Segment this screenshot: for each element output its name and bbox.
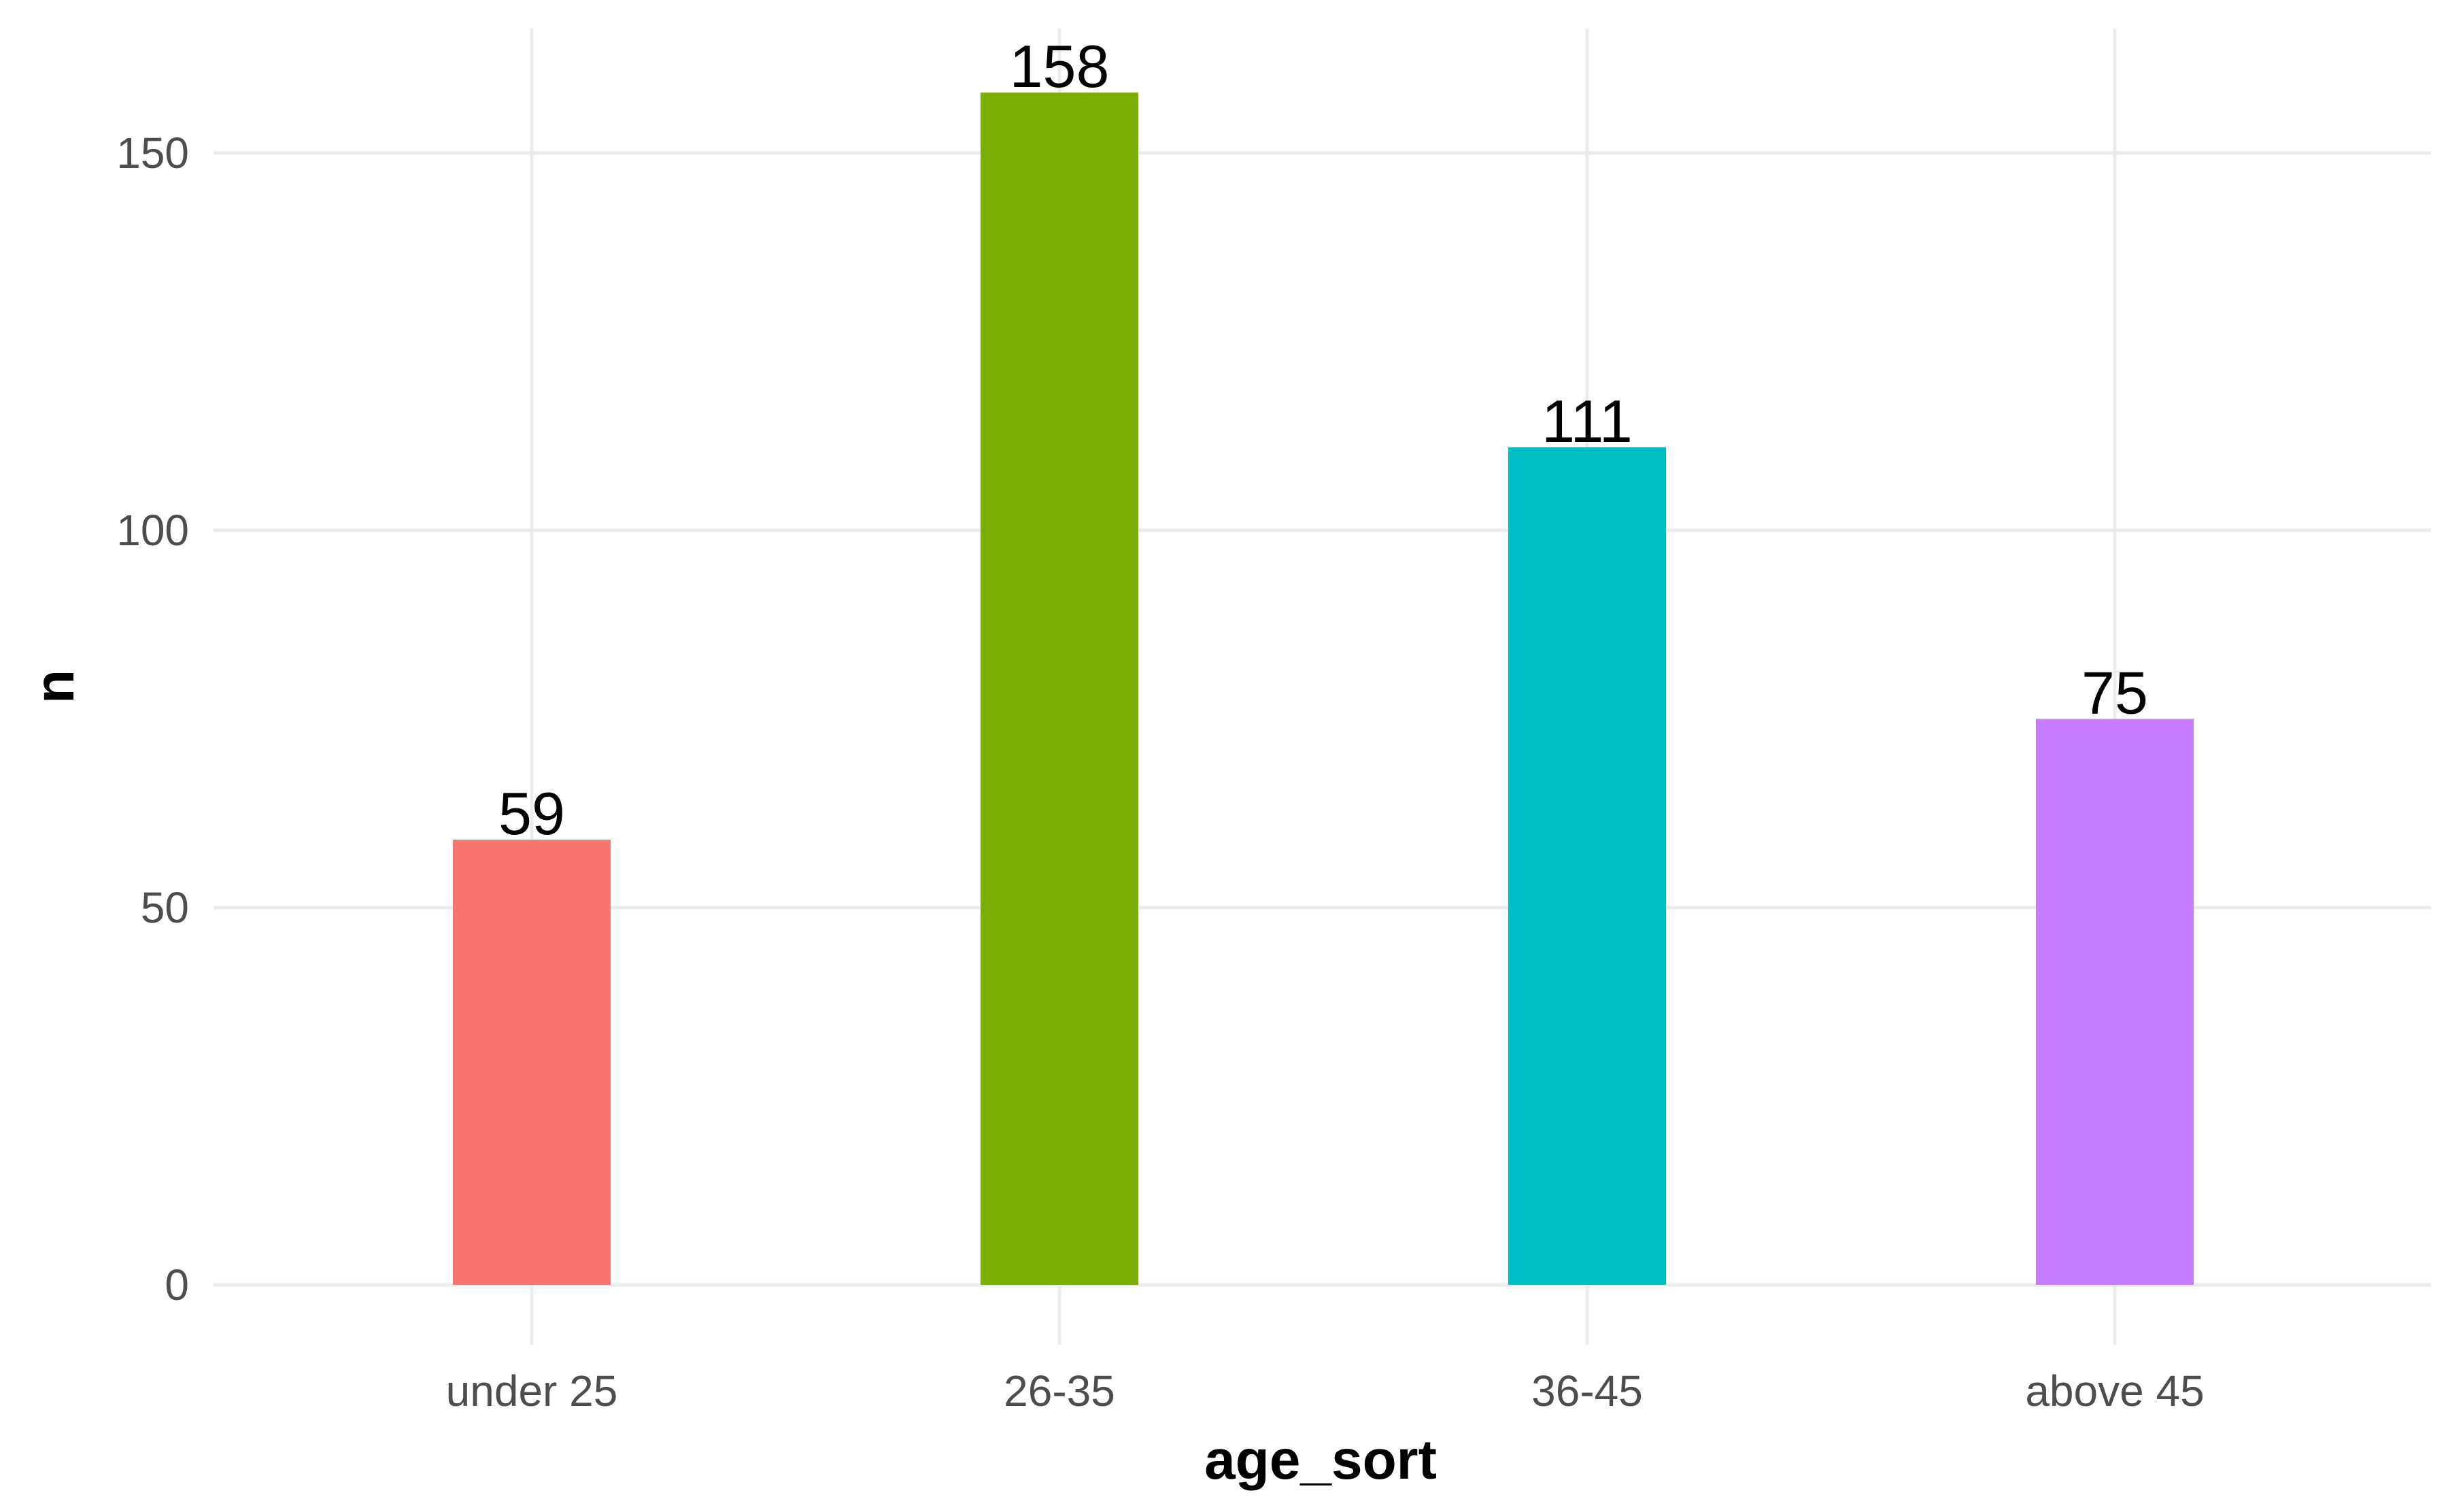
- bar-36-45: [1508, 447, 1666, 1285]
- x-tick-label: 36-45: [1531, 1367, 1643, 1415]
- bars: [453, 92, 2194, 1286]
- bar-value-label: 111: [1542, 388, 1633, 455]
- bar-26-35: [981, 92, 1138, 1286]
- y-axis-title: n: [24, 670, 86, 704]
- bar-above-45: [2036, 719, 2194, 1285]
- x-tick-label: above 45: [2025, 1367, 2204, 1415]
- bar-value-label: 75: [2081, 659, 2148, 727]
- bar-value-label: 59: [498, 780, 565, 847]
- y-tick-label: 50: [141, 883, 189, 932]
- data-labels: 59 158 111 75: [498, 33, 2148, 847]
- y-tick-label: 150: [116, 128, 189, 177]
- bar-value-label: 158: [1010, 33, 1110, 100]
- x-tick-label: 26-35: [1004, 1367, 1115, 1415]
- y-tick-label: 100: [116, 506, 189, 555]
- x-axis-ticks: under 25 26-35 36-45 above 45: [446, 1367, 2205, 1415]
- x-axis-title: age_sort: [1204, 1429, 1437, 1491]
- y-axis-ticks: 0 50 100 150: [116, 128, 189, 1309]
- y-tick-label: 0: [165, 1260, 189, 1309]
- x-tick-label: under 25: [446, 1367, 618, 1415]
- bar-under-25: [453, 840, 611, 1285]
